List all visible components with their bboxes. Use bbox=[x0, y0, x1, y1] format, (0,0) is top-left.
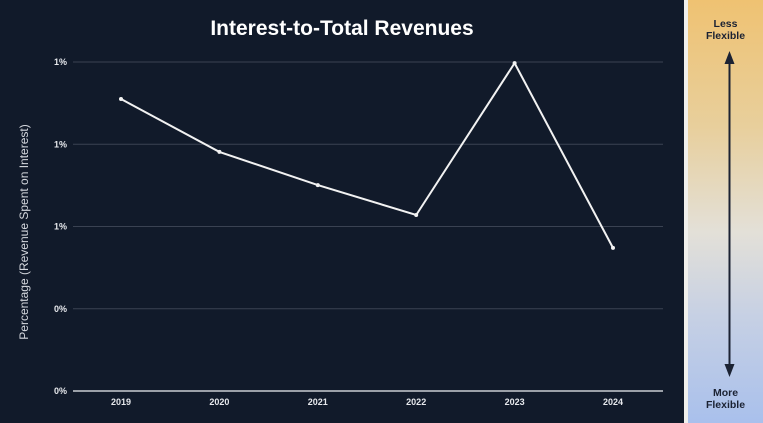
chart-panel bbox=[0, 0, 684, 423]
x-tick-labels: 2019 2020 2021 2022 2023 2024 bbox=[111, 397, 623, 407]
data-point bbox=[315, 183, 320, 188]
flexibility-scale: Less Flexible More Flexible bbox=[688, 0, 763, 423]
series-line-path bbox=[120, 61, 614, 249]
y-tick-label: 1% bbox=[54, 57, 67, 67]
data-point bbox=[414, 212, 419, 217]
data-point bbox=[119, 97, 123, 102]
gridlines bbox=[73, 61, 663, 392]
arrow-down-head-icon bbox=[724, 364, 735, 377]
y-tick-label: 0% bbox=[54, 304, 67, 314]
double-arrow-icon bbox=[724, 51, 735, 377]
less-flexible-label: Less Flexible bbox=[688, 18, 763, 42]
arrow-up-head-icon bbox=[724, 51, 735, 64]
less-flexible-text: Less Flexible bbox=[705, 18, 746, 42]
y-tick-label: 1% bbox=[54, 139, 67, 149]
y-tick-label: 0% bbox=[54, 386, 67, 396]
y-tick-labels: 0% 0% 1% 1% 1% bbox=[54, 57, 67, 396]
y-tick-label: 1% bbox=[54, 222, 67, 232]
x-tick-label: 2021 bbox=[308, 397, 328, 407]
series-line bbox=[119, 61, 615, 250]
data-point bbox=[512, 61, 517, 66]
data-point bbox=[217, 149, 222, 154]
x-tick-label: 2019 bbox=[111, 397, 131, 407]
more-flexible-text: More Flexible bbox=[705, 387, 746, 411]
panel-separator bbox=[684, 0, 688, 423]
x-tick-label: 2022 bbox=[406, 397, 426, 407]
more-flexible-label: More Flexible bbox=[688, 387, 763, 411]
data-point bbox=[611, 245, 615, 250]
x-tick-label: 2023 bbox=[505, 397, 525, 407]
x-tick-label: 2024 bbox=[603, 397, 623, 407]
chart-title: Interest-to-Total Revenues bbox=[210, 17, 474, 40]
line-chart: 0% 0% 1% 1% 1% 2019 2020 2021 2022 2023 2024 bbox=[54, 57, 663, 407]
x-tick-label: 2020 bbox=[209, 397, 229, 407]
